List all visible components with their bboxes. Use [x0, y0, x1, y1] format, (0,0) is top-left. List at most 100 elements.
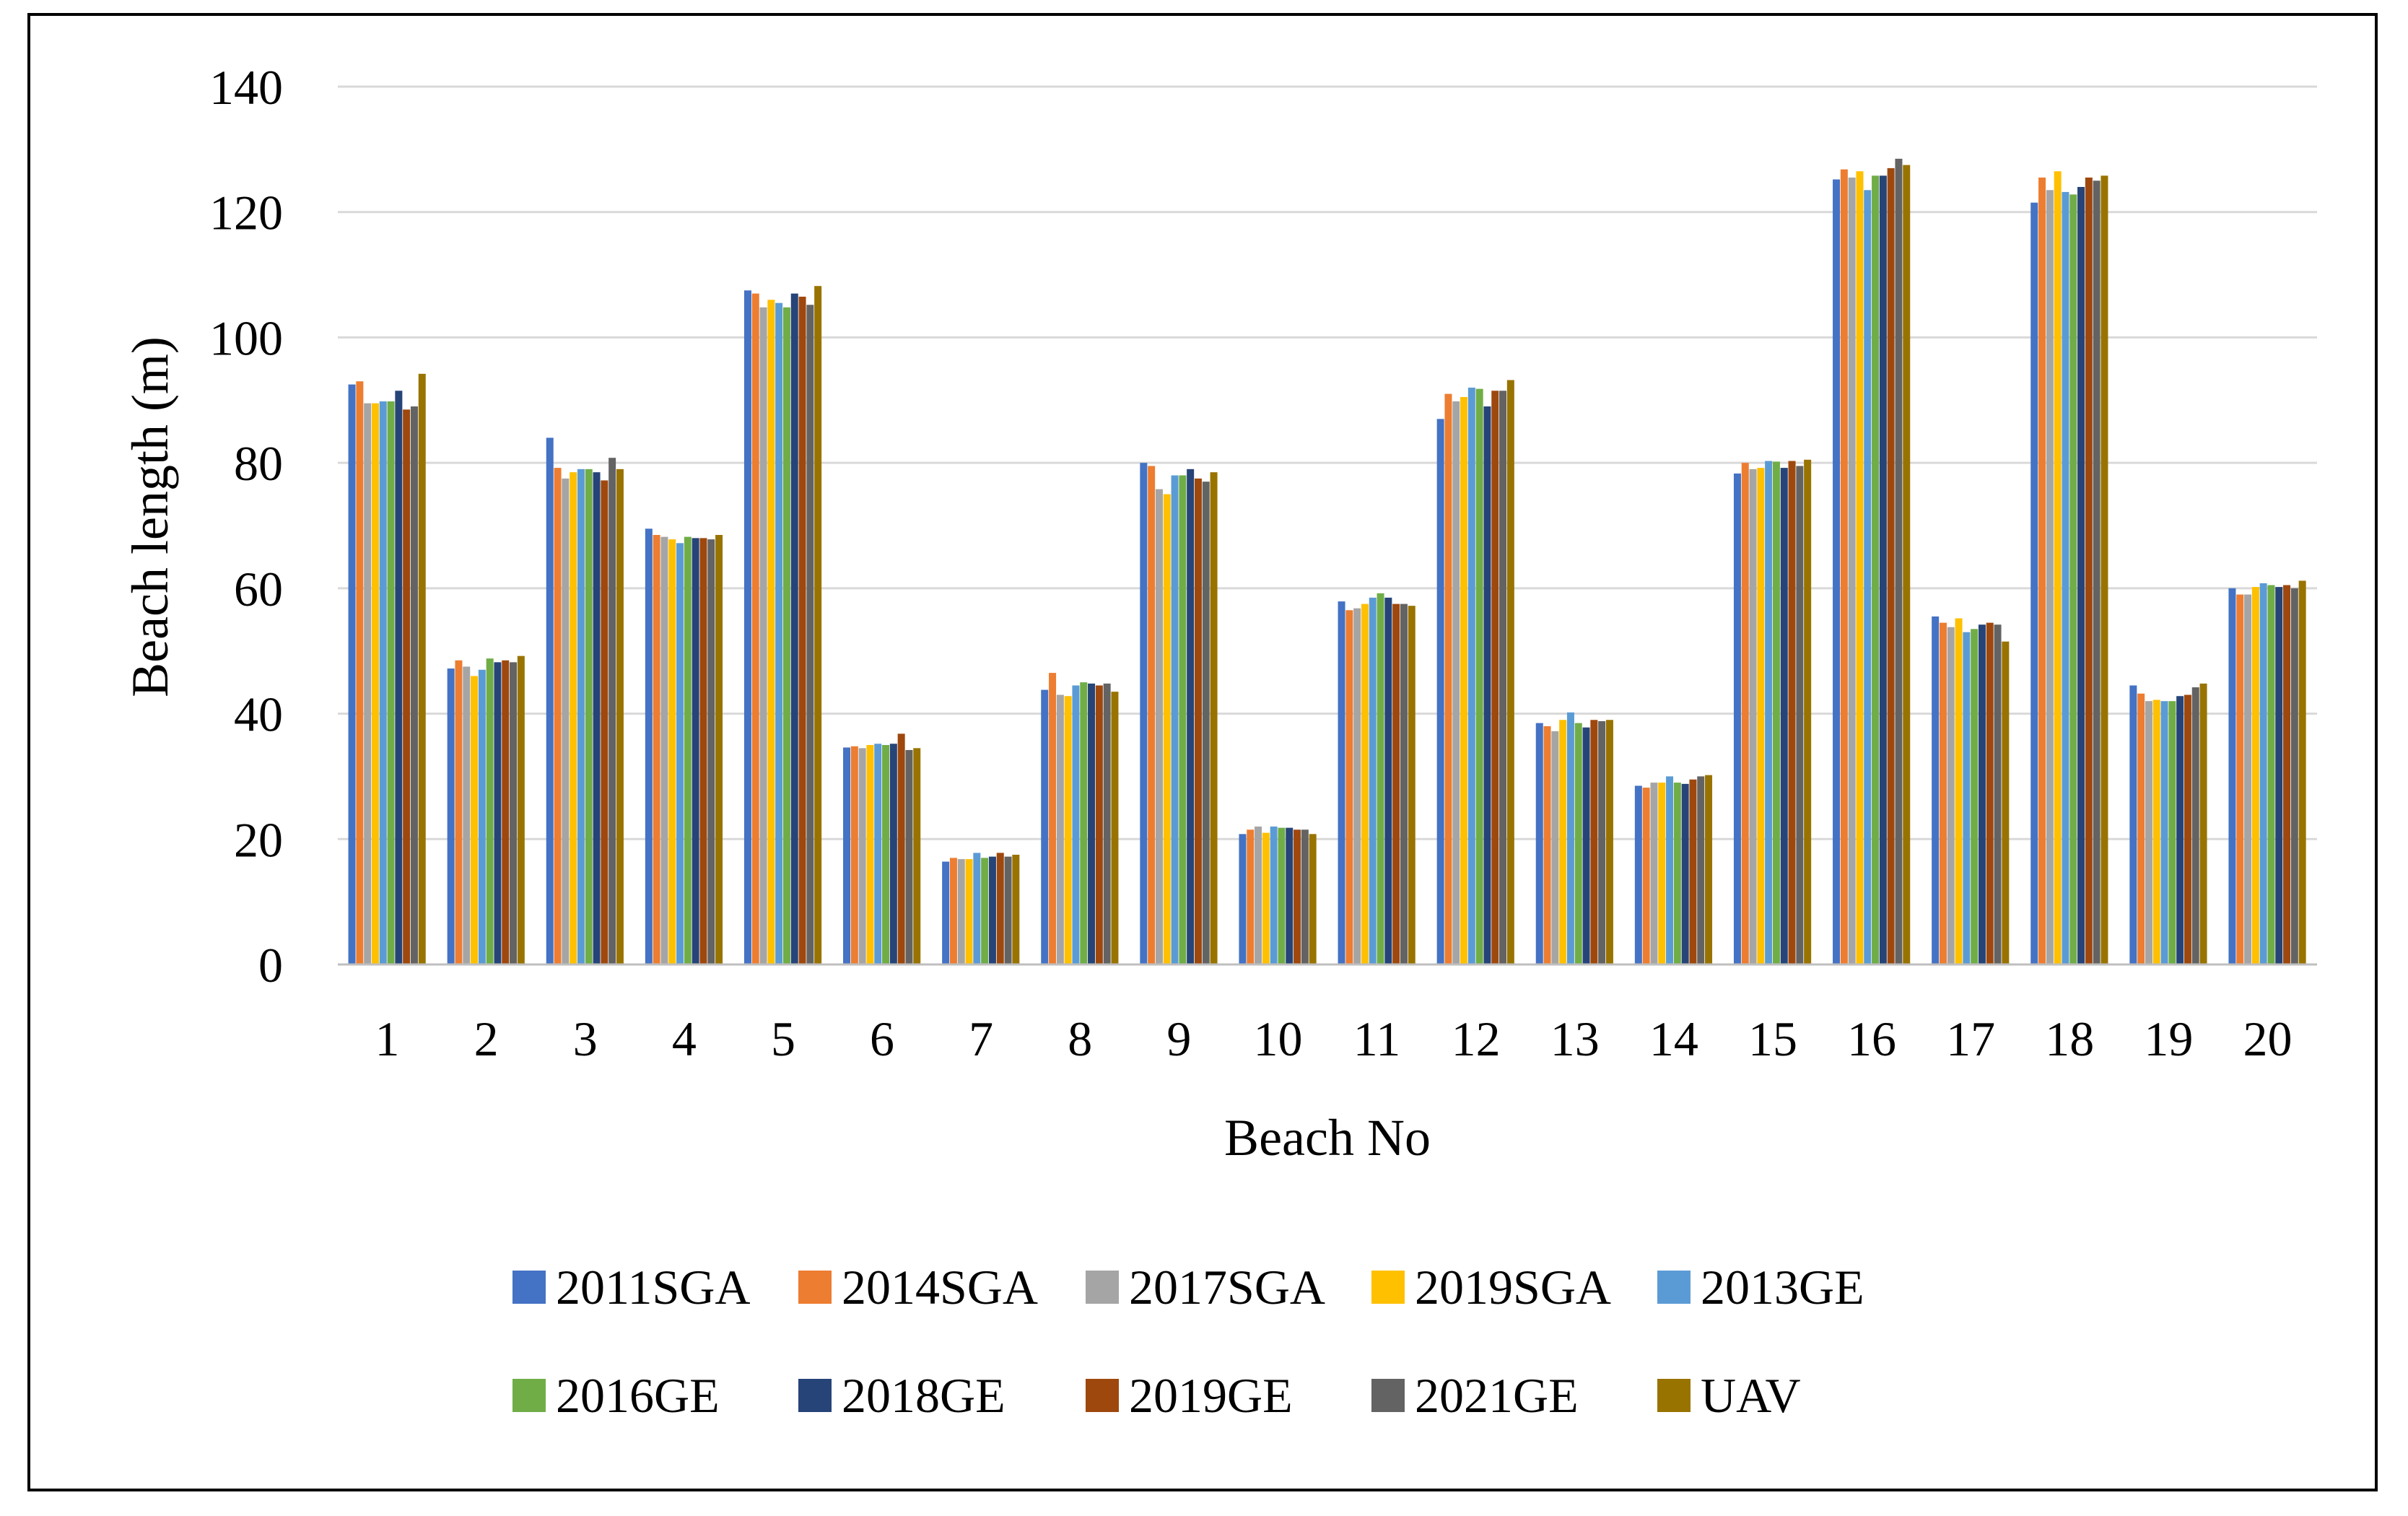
bar-2016GE-beach-15 [1772, 461, 1780, 964]
bar-2011SGA-beach-11 [1338, 601, 1345, 964]
bar-2021GE-beach-15 [1796, 466, 1804, 964]
bar-2016GE-beach-8 [1080, 682, 1088, 964]
bar-2019GE-beach-5 [798, 296, 806, 965]
bar-2014SGA-beach-5 [751, 293, 759, 964]
bar-2014SGA-beach-7 [949, 858, 957, 964]
bar-2011SGA-beach-3 [546, 437, 554, 964]
y-tick-label: 100 [209, 310, 283, 365]
bar-2019GE-beach-14 [1689, 779, 1697, 964]
bar-2013GE-beach-12 [1467, 387, 1475, 964]
bar-2011SGA-beach-5 [743, 290, 751, 964]
bar-2019SGA-beach-11 [1361, 604, 1369, 964]
bar-2016GE-beach-19 [2168, 701, 2176, 964]
bar-2016GE-beach-6 [882, 745, 890, 964]
bar-2019SGA-beach-8 [1064, 696, 1072, 964]
x-tick-label: 16 [1847, 1011, 1896, 1066]
bar-2013GE-beach-11 [1369, 597, 1377, 964]
bar-2014SGA-beach-3 [554, 468, 562, 964]
bar-2017SGA-beach-19 [2145, 701, 2152, 964]
bar-UAV-beach-2 [517, 655, 525, 964]
x-tick-label: 11 [1353, 1011, 1400, 1066]
bar-2017SGA-beach-1 [364, 403, 372, 964]
bar-2013GE-beach-7 [973, 853, 981, 964]
bar-2014SGA-beach-4 [653, 535, 660, 964]
bar-2011SGA-beach-20 [2228, 588, 2236, 964]
legend-swatch-2019SGA [1371, 1271, 1405, 1304]
bar-2019GE-beach-18 [2085, 177, 2093, 965]
bar-2013GE-beach-16 [1864, 190, 1872, 964]
bar-2013GE-beach-20 [2259, 583, 2267, 964]
bar-2014SGA-beach-1 [356, 381, 364, 964]
bar-2019SGA-beach-13 [1559, 720, 1567, 964]
gridlines [338, 85, 2317, 840]
bar-UAV-beach-20 [2298, 580, 2306, 964]
legend-swatch-2013GE [1657, 1271, 1691, 1304]
bar-2019SGA-beach-7 [965, 859, 973, 964]
bar-2017SGA-beach-17 [1947, 627, 1955, 964]
bar-2017SGA-beach-12 [1452, 401, 1460, 964]
bar-2016GE-beach-17 [1971, 629, 1979, 964]
bar-2021GE-beach-2 [510, 662, 518, 964]
bar-2018GE-beach-1 [395, 391, 403, 964]
legend-label-2014SGA: 2014SGA [842, 1260, 1038, 1315]
bar-2017SGA-beach-20 [2244, 594, 2252, 964]
bar-2018GE-beach-6 [889, 744, 897, 964]
bar-2018GE-beach-18 [2077, 186, 2085, 965]
bar-2019SGA-beach-5 [767, 300, 775, 964]
bar-2019SGA-beach-16 [1856, 171, 1864, 964]
bar-2014SGA-beach-16 [1840, 169, 1848, 964]
legend-swatch-2021GE [1371, 1379, 1405, 1412]
bar-UAV-beach-19 [2199, 683, 2207, 964]
bar-2016GE-beach-12 [1475, 388, 1483, 964]
bar-UAV-beach-11 [1408, 606, 1415, 964]
x-tick-label: 6 [870, 1011, 894, 1066]
bars [348, 158, 2306, 965]
bar-2018GE-beach-14 [1681, 783, 1689, 964]
y-tick-label: 0 [258, 938, 283, 993]
bar-2019GE-beach-20 [2283, 585, 2291, 964]
bar-2014SGA-beach-19 [2137, 693, 2145, 964]
bar-2013GE-beach-3 [577, 469, 585, 964]
bar-2014SGA-beach-15 [1741, 463, 1749, 964]
bar-2018GE-beach-2 [494, 662, 502, 964]
legend-swatch-2018GE [798, 1379, 832, 1412]
bar-UAV-beach-12 [1506, 380, 1514, 964]
x-tick-label: 2 [474, 1011, 499, 1066]
bar-2018GE-beach-5 [790, 293, 798, 964]
bar-2021GE-beach-14 [1697, 776, 1705, 964]
bar-2018GE-beach-19 [2176, 696, 2184, 964]
bar-2013GE-beach-14 [1666, 776, 1674, 964]
bar-2019GE-beach-19 [2184, 694, 2191, 964]
legend-label-2021GE: 2021GE [1415, 1368, 1579, 1423]
bar-2017SGA-beach-16 [1848, 177, 1856, 965]
bar-2013GE-beach-19 [2160, 701, 2168, 964]
bar-UAV-beach-4 [715, 535, 723, 964]
bar-2019SGA-beach-10 [1262, 832, 1270, 964]
x-tick-label: 3 [573, 1011, 598, 1066]
bar-2011SGA-beach-6 [843, 747, 851, 964]
bar-2014SGA-beach-10 [1247, 829, 1255, 964]
bar-2011SGA-beach-9 [1140, 463, 1148, 964]
bar-2016GE-beach-7 [981, 858, 989, 964]
x-tick-label: 10 [1253, 1011, 1302, 1066]
x-tick-label: 7 [969, 1011, 993, 1066]
bar-2019SGA-beach-17 [1955, 618, 1963, 964]
bar-2013GE-beach-2 [478, 669, 486, 964]
bar-2011SGA-beach-4 [645, 528, 653, 964]
bar-2014SGA-beach-20 [2236, 594, 2244, 964]
bar-2017SGA-beach-5 [759, 307, 767, 964]
x-axis-ticks: 1 2 3 4 5 6 7 8 9 10 11 12 13 14 15 16 17 18 19 20 [375, 1011, 2293, 1066]
bar-2013GE-beach-4 [676, 543, 684, 964]
bar-2013GE-beach-15 [1765, 461, 1773, 964]
bar-2021GE-beach-9 [1202, 482, 1210, 964]
bar-2021GE-beach-19 [2191, 687, 2199, 964]
legend-label-2019GE: 2019GE [1129, 1368, 1293, 1423]
y-tick-label: 140 [209, 60, 283, 115]
bar-2016GE-beach-14 [1673, 783, 1681, 964]
x-tick-label: 5 [771, 1011, 795, 1066]
bar-2021GE-beach-5 [806, 305, 814, 964]
bar-2019SGA-beach-14 [1658, 783, 1666, 964]
bar-2021GE-beach-4 [707, 539, 715, 964]
bar-2017SGA-beach-11 [1353, 608, 1361, 964]
bar-2014SGA-beach-12 [1444, 393, 1452, 964]
